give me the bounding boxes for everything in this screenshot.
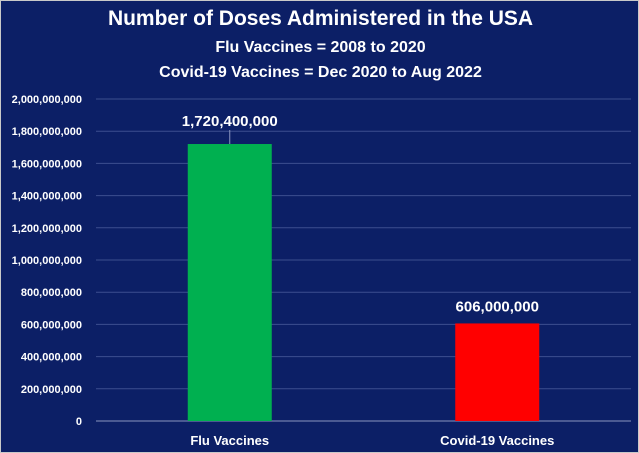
y-tick-label: 400,000,000 xyxy=(21,352,82,364)
y-tick-label: 1,600,000,000 xyxy=(12,158,82,170)
data-label: 606,000,000 xyxy=(456,298,539,315)
y-tick-label: 800,000,000 xyxy=(21,287,82,299)
y-tick-label: 2,000,000,000 xyxy=(12,94,82,106)
x-category-label: Covid-19 Vaccines xyxy=(440,433,554,448)
y-tick-label: 1,200,000,000 xyxy=(12,223,82,235)
y-tick-label: 200,000,000 xyxy=(21,384,82,396)
y-tick-label: 600,000,000 xyxy=(21,319,82,331)
chart-subtitle-covid: Covid-19 Vaccines = Dec 2020 to Aug 2022 xyxy=(159,64,482,81)
chart-title: Number of Doses Administered in the USA xyxy=(107,7,534,30)
y-tick-label: 1,400,000,000 xyxy=(12,191,82,203)
data-label: 1,720,400,000 xyxy=(182,113,278,130)
y-tick-label: 0 xyxy=(76,416,82,428)
chart-subtitle-flu: Flu Vaccines = 2008 to 2020 xyxy=(215,39,426,56)
y-tick-label: 1,000,000,000 xyxy=(12,255,82,267)
bar xyxy=(187,144,272,421)
bar xyxy=(455,323,540,421)
x-category-label: Flu Vaccines xyxy=(190,433,269,448)
y-tick-label: 1,800,000,000 xyxy=(12,126,82,138)
